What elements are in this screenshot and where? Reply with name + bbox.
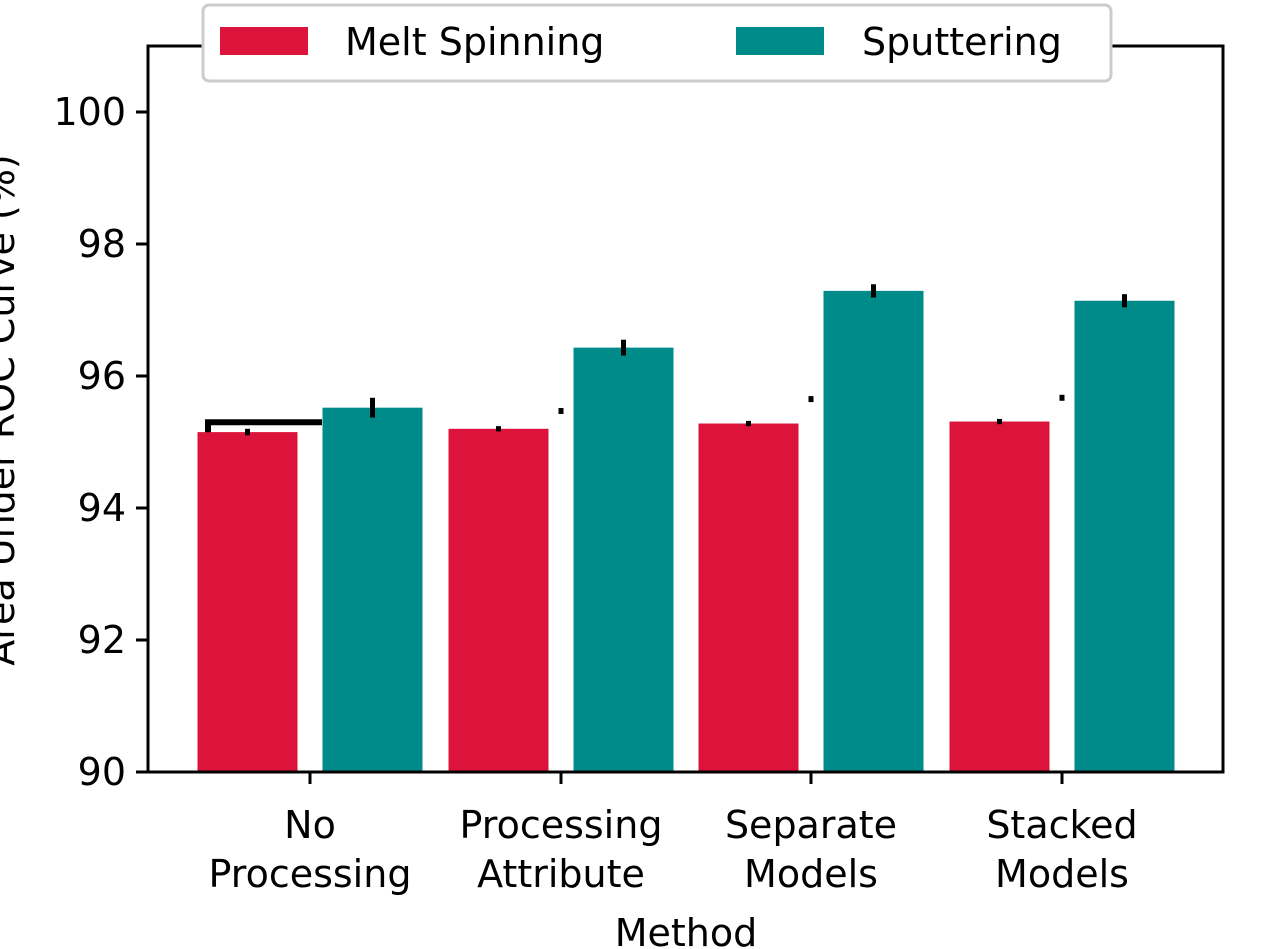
bars xyxy=(197,290,1175,772)
bar-sputtering xyxy=(823,290,924,772)
y-tick-label: 96 xyxy=(78,354,126,398)
y-ticks: 90 92 94 96 98 100 xyxy=(53,90,148,794)
legend-label-melt-spinning: Melt Spinning xyxy=(345,20,604,64)
x-tick-label: Stacked xyxy=(986,803,1137,847)
legend-swatch-sputtering xyxy=(736,27,824,55)
y-axis-title-group: Area Under ROC Curve (%) xyxy=(0,154,23,666)
x-tick-label: Separate xyxy=(725,803,897,847)
marks xyxy=(205,284,1127,436)
bar-sputtering xyxy=(322,407,423,772)
bar-melt-spinning xyxy=(949,421,1050,772)
x-tick-label: No xyxy=(284,803,336,847)
bar-sputtering xyxy=(1074,300,1175,772)
legend-label-sputtering: Sputtering xyxy=(862,20,1062,64)
bar-melt-spinning xyxy=(448,428,549,772)
bar-sputtering xyxy=(573,347,674,772)
y-axis-title: Area Under ROC Curve (%) xyxy=(0,154,23,666)
x-tick-label: Processing xyxy=(460,803,663,847)
legend-box xyxy=(201,3,1113,83)
x-tick-label: Models xyxy=(995,852,1129,896)
x-tick-label: Attribute xyxy=(477,852,645,896)
bar-melt-spinning xyxy=(197,432,298,772)
plot-frame xyxy=(146,44,1225,774)
y-tick-label: 90 xyxy=(78,750,126,794)
x-tick-label: Processing xyxy=(209,852,412,896)
legend: Melt Spinning Sputtering xyxy=(201,3,1113,83)
x-ticks: No Processing Processing Attribute Separate M… xyxy=(209,772,1138,896)
legend-swatch-melt-spinning xyxy=(220,27,308,55)
y-tick-label: 94 xyxy=(78,486,126,530)
y-tick-label: 100 xyxy=(53,90,126,134)
x-tick-label: Models xyxy=(744,852,878,896)
bar-melt-spinning xyxy=(698,423,799,772)
x-axis-title: Method xyxy=(615,911,758,949)
y-tick-label: 92 xyxy=(78,618,126,662)
y-tick-label: 98 xyxy=(78,222,126,266)
bracket-line xyxy=(205,419,322,433)
